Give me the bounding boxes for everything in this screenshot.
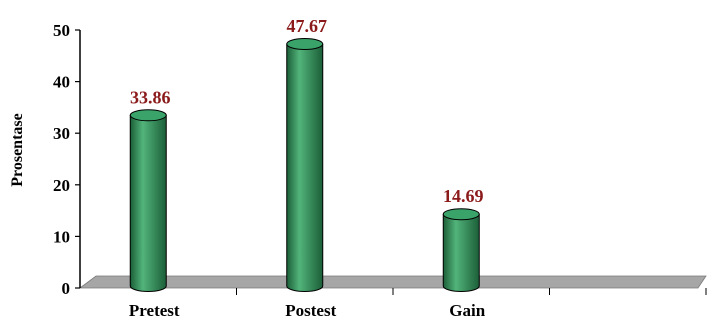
bar-body — [129, 114, 167, 292]
bar — [129, 109, 167, 292]
bar-body — [442, 213, 480, 292]
bar-top — [286, 38, 324, 51]
x-tick-label: Pretest — [129, 301, 180, 320]
y-tick-label: 50 — [53, 21, 70, 40]
y-axis-label: Prosentase — [9, 113, 26, 186]
bar-top — [129, 109, 167, 122]
y-tick-label: 10 — [53, 227, 70, 246]
bar-top — [442, 208, 480, 221]
data-label: 14.69 — [443, 186, 484, 206]
y-tick-label: 0 — [62, 279, 71, 298]
bar — [442, 208, 480, 292]
x-tick-label: Postest — [285, 301, 336, 320]
x-tick-label: Gain — [449, 301, 485, 320]
y-tick-label: 40 — [53, 73, 70, 92]
bar — [286, 38, 324, 292]
y-tick-label: 20 — [53, 176, 70, 195]
y-tick-label: 30 — [53, 124, 70, 143]
data-label: 33.86 — [130, 87, 171, 107]
bar-body — [286, 43, 324, 292]
data-label: 47.67 — [287, 16, 328, 36]
chart-floor — [78, 275, 707, 289]
